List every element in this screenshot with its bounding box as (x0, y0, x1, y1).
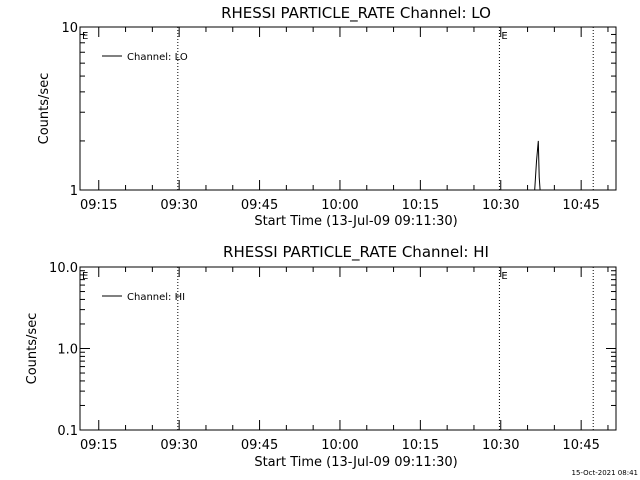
series-line (534, 140, 541, 191)
x-tick-label: 09:15 (80, 438, 117, 453)
chart-title: RHESSI PARTICLE_RATE Channel: HI (223, 243, 489, 262)
plot-frame (79, 26, 617, 191)
panel-lo: RHESSI PARTICLE_RATE Channel: LO 1 10 09:15… (37, 4, 617, 229)
x-tick-label: 10:00 (321, 198, 358, 213)
legend-label: Channel: LO (127, 52, 188, 63)
x-tick-label: 10:30 (482, 438, 519, 453)
y-tick-label: 10.0 (49, 261, 78, 276)
x-tick-label: 09:30 (160, 438, 197, 453)
x-tick-label: 10:45 (562, 438, 599, 453)
x-axis-label: Start Time (13-Jul-09 09:11:30) (254, 214, 457, 229)
chart-title: RHESSI PARTICLE_RATE Channel: LO (221, 4, 491, 23)
y-tick-label: 1 (70, 184, 78, 199)
x-tick-label: 09:45 (241, 198, 278, 213)
y-tick-label: 0.1 (57, 424, 78, 439)
x-tick-label: 10:15 (402, 198, 439, 213)
legend-label: Channel: HI (127, 292, 185, 303)
event-marker-label: E (82, 31, 88, 42)
y-axis-label: Counts/sec (25, 313, 40, 385)
event-marker-label: E (501, 31, 507, 42)
x-tick-label: 09:15 (80, 198, 117, 213)
event-marker-label: E (82, 271, 88, 282)
x-tick-label: 10:00 (321, 438, 358, 453)
y-tick-label: 1.0 (57, 343, 78, 358)
x-tick-label: 10:30 (482, 198, 519, 213)
y-axis-label: Counts/sec (37, 73, 52, 145)
x-tick-label: 09:30 (160, 198, 197, 213)
x-tick-label: 09:45 (241, 438, 278, 453)
footer-timestamp: 15-Oct-2021 08:41 (572, 469, 638, 477)
event-marker-label: E (501, 271, 507, 282)
x-tick-label: 10:45 (562, 198, 599, 213)
y-tick-label: 10 (61, 21, 78, 36)
x-tick-label: 10:15 (402, 438, 439, 453)
x-axis-label: Start Time (13-Jul-09 09:11:30) (254, 455, 457, 470)
panel-hi: RHESSI PARTICLE_RATE Channel: HI 0.1 1.0 10… (25, 243, 617, 470)
